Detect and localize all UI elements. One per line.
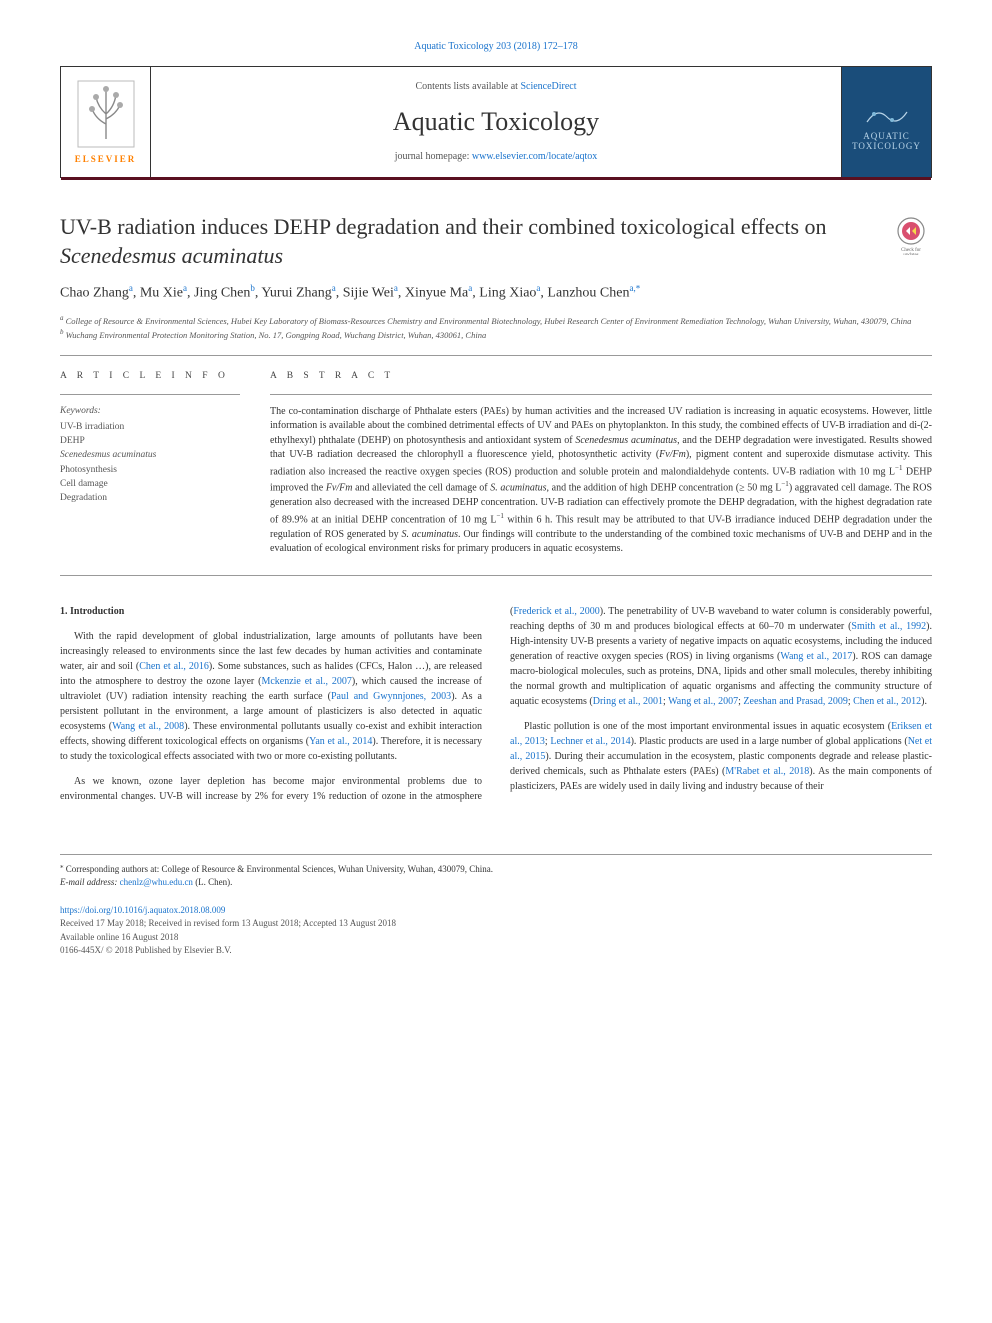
sciencedirect-link[interactable]: ScienceDirect bbox=[520, 81, 576, 92]
journal-header: ELSEVIER Contents lists available at Sci… bbox=[60, 66, 932, 178]
keyword-item: DEHP bbox=[60, 434, 240, 448]
keywords-list: UV-B irradiationDEHPScenedesmus acuminat… bbox=[60, 420, 240, 506]
running-citation: Aquatic Toxicology 203 (2018) 172–178 bbox=[60, 40, 932, 54]
abstract-text: The co-contamination discharge of Phthal… bbox=[270, 405, 932, 557]
accent-bar bbox=[61, 177, 931, 180]
header-center: Contents lists available at ScienceDirec… bbox=[151, 80, 841, 164]
keywords-label: Keywords: bbox=[60, 405, 240, 418]
cover-label-bottom: TOXICOLOGY bbox=[852, 141, 921, 151]
contents-prefix: Contents lists available at bbox=[415, 81, 520, 92]
corresponding-footnote: ⁎ Corresponding authors at: College of R… bbox=[60, 854, 932, 890]
corresponding-email-link[interactable]: chenlz@whu.edu.cn bbox=[120, 877, 193, 887]
abstract-heading: A B S T R A C T bbox=[270, 370, 932, 383]
svg-text:updates: updates bbox=[903, 253, 918, 255]
keyword-item: Degradation bbox=[60, 491, 240, 505]
email-suffix: (L. Chen). bbox=[195, 877, 232, 887]
available-line: Available online 16 August 2018 bbox=[60, 931, 932, 945]
rule-abstract bbox=[270, 394, 932, 395]
keyword-item: Photosynthesis bbox=[60, 463, 240, 477]
homepage-prefix: journal homepage: bbox=[395, 151, 472, 162]
info-abstract-row: A R T I C L E I N F O Keywords: UV-B irr… bbox=[60, 356, 932, 574]
author-list: Chao Zhanga, Mu Xiea, Jing Chenb, Yurui … bbox=[60, 282, 932, 304]
article-info-heading: A R T I C L E I N F O bbox=[60, 370, 240, 383]
journal-title: Aquatic Toxicology bbox=[151, 104, 841, 140]
title-species: Scenedesmus acuminatus bbox=[60, 243, 283, 268]
keyword-item: UV-B irradiation bbox=[60, 420, 240, 434]
article-body: 1. Introduction With the rapid developme… bbox=[60, 604, 932, 804]
article-info-col: A R T I C L E I N F O Keywords: UV-B irr… bbox=[60, 370, 240, 556]
title-row: UV-B radiation induces DEHP degradation … bbox=[60, 213, 932, 270]
asterisk-icon: ⁎ bbox=[60, 862, 64, 870]
rule-bottom bbox=[60, 575, 932, 576]
title-text: UV-B radiation induces DEHP degradation … bbox=[60, 214, 827, 239]
publisher-logo: ELSEVIER bbox=[61, 67, 151, 177]
homepage-line: journal homepage: www.elsevier.com/locat… bbox=[151, 150, 841, 164]
abstract-col: A B S T R A C T The co-contamination dis… bbox=[270, 370, 932, 556]
keyword-item: Scenedesmus acuminatus bbox=[60, 448, 240, 462]
body-columns: 1. Introduction With the rapid developme… bbox=[60, 604, 932, 804]
homepage-link[interactable]: www.elsevier.com/locate/aqtox bbox=[472, 151, 597, 162]
history-line: Received 17 May 2018; Received in revise… bbox=[60, 917, 932, 931]
rule-info bbox=[60, 394, 240, 395]
doi-block: https://doi.org/10.1016/j.aquatox.2018.0… bbox=[60, 904, 932, 958]
keyword-item: Cell damage bbox=[60, 477, 240, 491]
journal-cover-thumb: AQUATIC TOXICOLOGY bbox=[841, 67, 931, 177]
cover-art-icon bbox=[862, 92, 912, 132]
elsevier-tree-icon bbox=[76, 79, 136, 149]
affiliation-b: b Wuchang Environmental Protection Monit… bbox=[60, 328, 932, 342]
check-for-updates-badge[interactable]: Check for updates bbox=[890, 213, 932, 255]
section-heading-intro: 1. Introduction bbox=[60, 604, 482, 619]
article-title: UV-B radiation induces DEHP degradation … bbox=[60, 213, 870, 270]
cover-label: AQUATIC TOXICOLOGY bbox=[852, 132, 921, 152]
affiliation-a: a College of Resource & Environmental Sc… bbox=[60, 314, 932, 328]
cover-label-top: AQUATIC bbox=[863, 131, 910, 141]
contents-line: Contents lists available at ScienceDirec… bbox=[151, 80, 841, 94]
affiliations: a College of Resource & Environmental Sc… bbox=[60, 314, 932, 341]
body-paragraph: Plastic pollution is one of the most imp… bbox=[510, 719, 932, 794]
doi-link[interactable]: https://doi.org/10.1016/j.aquatox.2018.0… bbox=[60, 905, 225, 915]
copyright-line: 0166-445X/ © 2018 Published by Elsevier … bbox=[60, 944, 932, 958]
corresponding-text: Corresponding authors at: College of Res… bbox=[66, 864, 493, 874]
email-label: E-mail address: bbox=[60, 877, 117, 887]
body-paragraph: With the rapid development of global ind… bbox=[60, 629, 482, 764]
publisher-name: ELSEVIER bbox=[75, 153, 137, 166]
